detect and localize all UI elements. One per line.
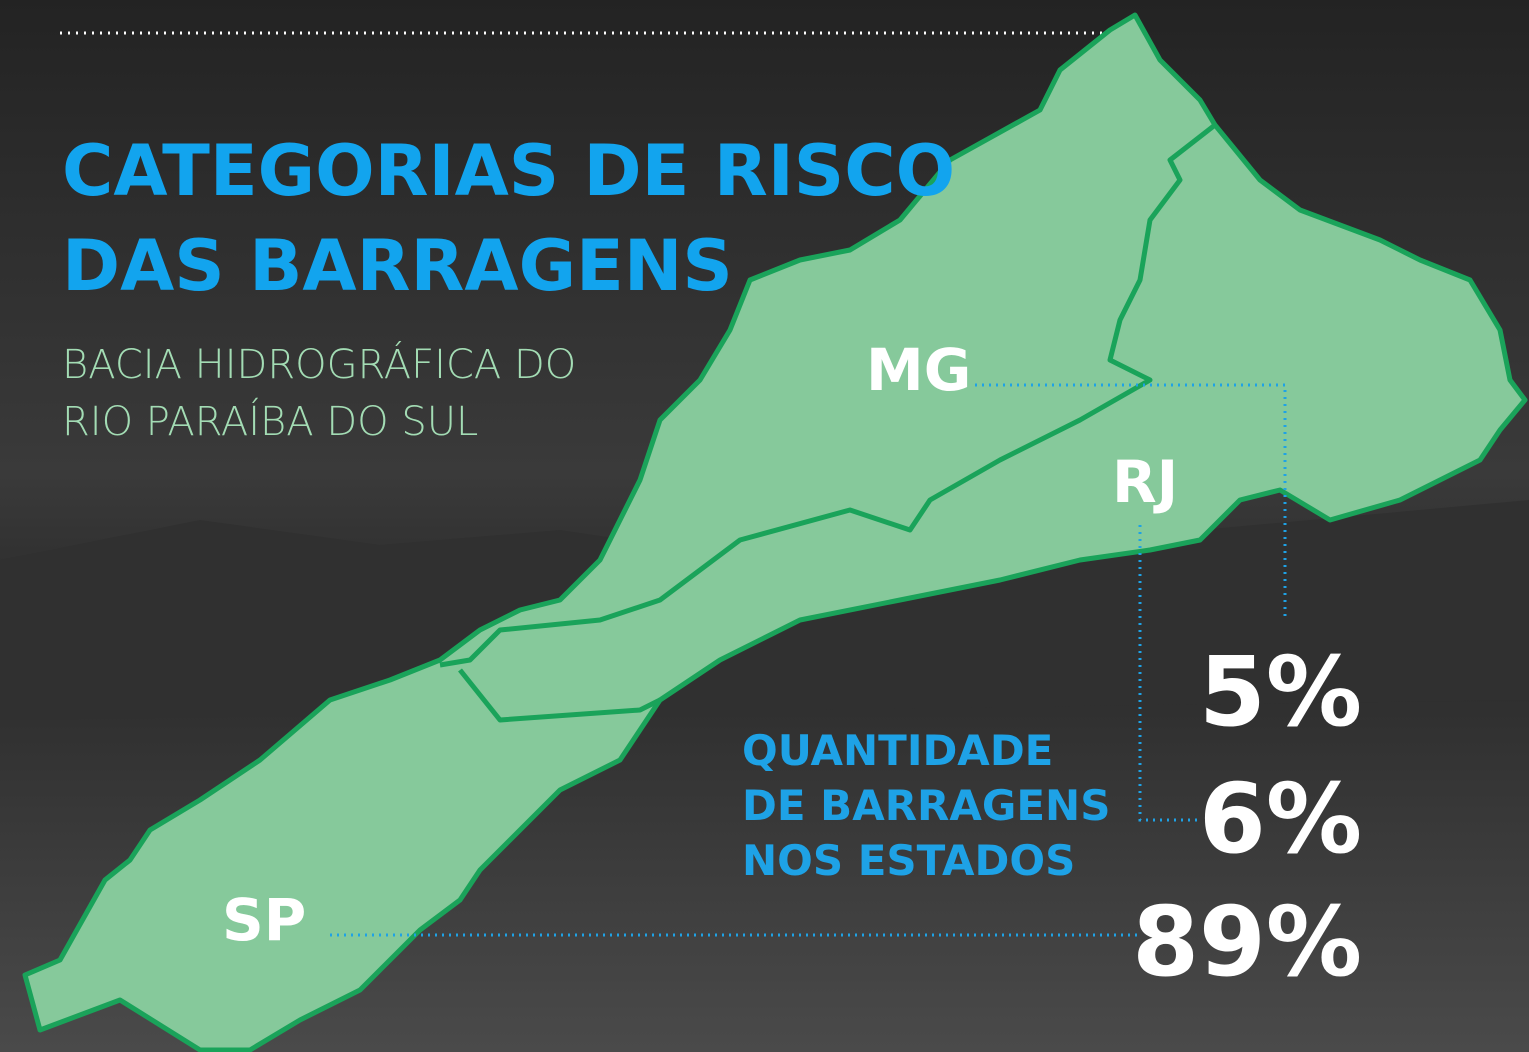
- subtitle: RIO PARAÍBA DO SUL: [62, 397, 478, 445]
- legend-text: QUANTIDADE: [742, 726, 1053, 775]
- state-label: SP: [222, 886, 306, 954]
- share: 5%: [1199, 636, 1362, 748]
- title: CATEGORIAS DE RISCO: [62, 130, 955, 212]
- state-label: RJ: [1112, 448, 1178, 516]
- share: 89%: [1132, 886, 1362, 998]
- share: 6%: [1199, 763, 1362, 875]
- infographic: CATEGORIAS DE RISCO DAS BARRAGENS BACIA …: [0, 0, 1529, 1052]
- title: DAS BARRAGENS: [62, 225, 733, 307]
- legend-text: NOS ESTADOS: [742, 836, 1075, 885]
- page: CATEGORIAS DE RISCO DAS BARRAGENS BACIA …: [0, 0, 1529, 1052]
- state-label: MG: [866, 336, 971, 404]
- legend-text: DE BARRAGENS: [742, 781, 1110, 830]
- subtitle: BACIA HIDROGRÁFICA DO: [62, 340, 576, 388]
